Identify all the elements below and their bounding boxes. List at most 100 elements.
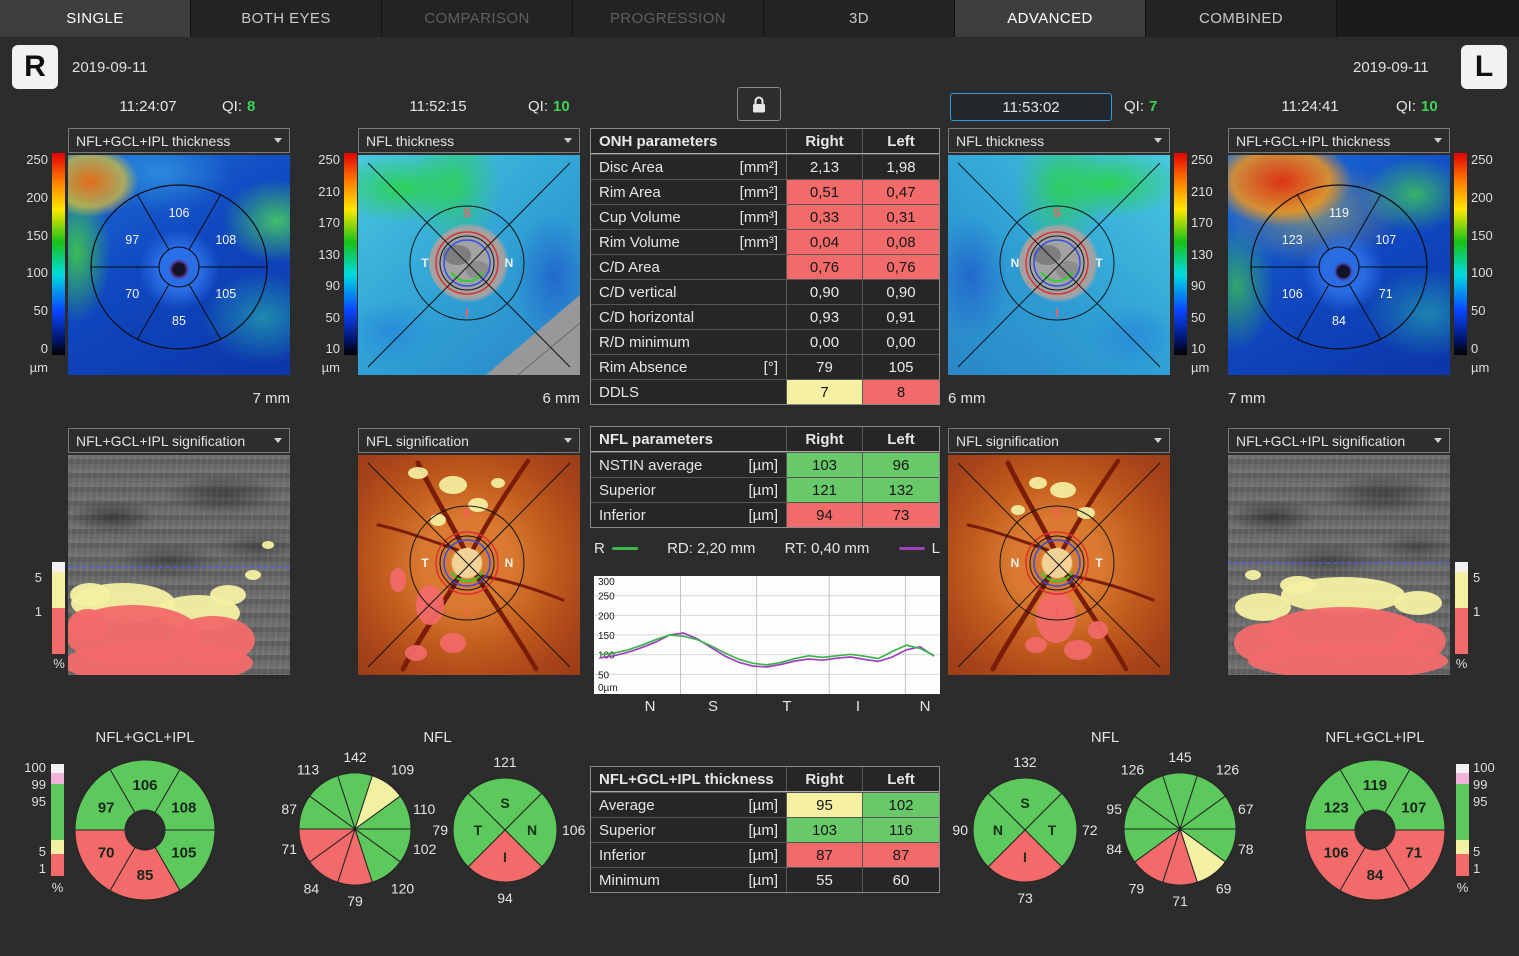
table-row: C/D Area 0,76 0,76 <box>591 254 939 279</box>
tab-both-eyes[interactable]: BOTH EYES <box>191 0 382 37</box>
sig-map-l-outer[interactable] <box>1228 455 1450 675</box>
tab-progression[interactable]: PROGRESSION <box>573 0 764 37</box>
l-line-swatch <box>898 546 925 550</box>
svg-text:106: 106 <box>562 822 586 838</box>
layer-select-label: NFL thickness <box>956 132 1045 149</box>
table-row: Rim Area [mm²] 0,51 0,47 <box>591 179 939 204</box>
svg-text:107: 107 <box>1375 233 1396 247</box>
param-name: C/D horizontal <box>599 308 695 326</box>
thickness-map-r-inner[interactable]: S I N T <box>358 155 580 375</box>
scale-tick: 0 <box>40 340 48 356</box>
value-left: 0,90 <box>886 283 916 301</box>
tab-comparison[interactable]: COMPARISON <box>382 0 573 37</box>
table-row: Superior [µm] 103 116 <box>591 817 939 842</box>
svg-text:N: N <box>993 822 1003 838</box>
svg-text:N: N <box>527 822 537 838</box>
svg-text:108: 108 <box>215 233 236 247</box>
qi-l-inner: QI: 7 <box>1124 93 1157 119</box>
scan-time-r-inner[interactable]: 11:52:15 <box>409 97 467 115</box>
scale-tick: 210 <box>1191 183 1213 199</box>
svg-text:105: 105 <box>171 844 196 861</box>
layer-select-l-inner[interactable]: NFL thickness <box>948 128 1170 153</box>
gcl-sector-pie-r: 106 108 105 85 70 97 <box>74 759 216 901</box>
scale-tick: 150 <box>26 227 48 243</box>
scan-time-l-outer[interactable]: 11:24:41 <box>1281 97 1339 115</box>
layer-select-r-inner[interactable]: NFL thickness <box>358 128 580 153</box>
param-name: Rim Area <box>599 183 661 201</box>
sig-map-r-inner[interactable]: S I N T <box>358 455 580 675</box>
sig-select-label: NFL+GCL+IPL signification <box>76 432 246 449</box>
table-title: NFL+GCL+IPL thickness <box>599 770 774 788</box>
svg-text:132: 132 <box>1013 754 1037 770</box>
layer-select-l-outer[interactable]: NFL+GCL+IPL thickness <box>1228 128 1450 153</box>
pie-title-r-gcl: NFL+GCL+IPL <box>95 729 195 746</box>
svg-text:50: 50 <box>598 670 610 681</box>
sig-select-l-inner[interactable]: NFL signification <box>948 428 1170 453</box>
tab-single[interactable]: SINGLE <box>0 0 191 37</box>
chevron-down-icon <box>564 138 572 143</box>
svg-text:S: S <box>500 795 509 811</box>
scan-time-l-inner[interactable]: 11:53:02 <box>950 93 1112 121</box>
onh-parameters-table: ONH parameters Right Left Disc Area [mm²] 2,1… <box>590 128 940 405</box>
qi-label: QI: <box>528 97 549 115</box>
svg-text:N: N <box>505 556 514 570</box>
value-right: 0,04 <box>787 230 863 254</box>
param-name: C/D Area <box>599 258 660 276</box>
param-unit: [µm] <box>748 796 778 814</box>
value-right: 2,13 <box>787 155 863 179</box>
scale-tick: 95 <box>31 794 46 809</box>
svg-text:T: T <box>1095 556 1103 570</box>
map-caption: 7 mm <box>1228 390 1266 407</box>
thickness-scale-r-inner: 250 210 170 130 90 50 10 <box>314 153 357 355</box>
tab-3d[interactable]: 3D <box>764 0 955 37</box>
svg-text:106: 106 <box>1324 844 1349 861</box>
scale-unit: µm <box>29 360 48 375</box>
layer-select-r-outer[interactable]: NFL+GCL+IPL thickness <box>68 128 290 153</box>
table-row: Inferior [µm] 87 87 <box>591 842 939 867</box>
scale-tick: 90 <box>1191 278 1206 293</box>
qi-value: 8 <box>247 97 256 115</box>
table-title: NFL parameters <box>599 430 713 448</box>
scale-tick: 50 <box>33 303 48 319</box>
tab-combined[interactable]: COMBINED <box>1146 0 1337 37</box>
value-right: 0,33 <box>787 205 863 229</box>
svg-text:N: N <box>1011 556 1020 570</box>
scan-time-r-outer[interactable]: 11:24:07 <box>119 97 177 115</box>
table-row: C/D horizontal 0,93 0,91 <box>591 304 939 329</box>
nfl-clock-pie-r: 142 109 110 102 120 79 84 71 87 113 <box>281 749 436 909</box>
svg-text:150: 150 <box>598 631 615 642</box>
scale-tick: 50 <box>1191 309 1206 325</box>
table-row: Inferior [µm] 94 73 <box>591 502 939 527</box>
svg-text:71: 71 <box>281 841 297 857</box>
param-unit: [µm] <box>748 821 778 839</box>
x-axis-label: S <box>707 698 718 715</box>
tab-advanced[interactable]: ADVANCED <box>955 0 1146 37</box>
map-caption: 6 mm <box>948 390 986 407</box>
scale-tick: 250 <box>26 152 48 167</box>
svg-text:73: 73 <box>1017 890 1033 906</box>
svg-text:84: 84 <box>1332 314 1346 328</box>
thickness-map-l-outer[interactable]: 119 107 71 84 106 123 <box>1228 155 1450 375</box>
sig-select-r-outer[interactable]: NFL+GCL+IPL signification <box>68 428 290 453</box>
sig-map-r-outer[interactable] <box>68 455 290 675</box>
value-right: 94 <box>787 503 863 527</box>
sig-tick: 1 <box>1473 604 1481 619</box>
sig-select-l-outer[interactable]: NFL+GCL+IPL signification <box>1228 428 1450 453</box>
layer-select-label: NFL+GCL+IPL thickness <box>76 132 231 149</box>
scale-tick: 100 <box>1471 265 1493 281</box>
scale-tick: 100 <box>1473 760 1495 775</box>
thickness-scale-l-inner: 250 210 170 130 90 50 10 <box>1174 153 1217 355</box>
thickness-map-r-outer[interactable]: 106 108 105 85 70 97 <box>68 155 290 375</box>
x-axis-label: T <box>782 698 792 715</box>
scale-tick: 50 <box>1471 303 1486 319</box>
link-scans-lock-button[interactable] <box>737 87 781 121</box>
svg-text:72: 72 <box>1082 822 1098 838</box>
thickness-map-l-inner[interactable]: S I T N <box>948 155 1170 375</box>
scale-tick: 1 <box>38 861 46 876</box>
qi-label: QI: <box>1396 97 1417 115</box>
sig-map-l-inner[interactable]: S I T N <box>948 455 1170 675</box>
lock-icon <box>753 96 765 112</box>
svg-text:I: I <box>503 849 507 865</box>
sig-select-r-inner[interactable]: NFL signification <box>358 428 580 453</box>
scale-tick: 99 <box>31 777 46 792</box>
